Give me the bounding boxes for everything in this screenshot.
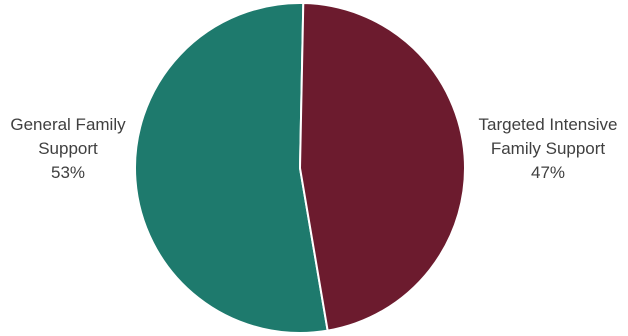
slice-value-label: 53% <box>51 163 85 182</box>
slice-name-line: General Family <box>10 115 126 134</box>
pie-slice-targeted-intensive-family-support <box>298 2 466 332</box>
label-general-family-support: General Family Support 53% <box>10 115 126 182</box>
slice-name-line: Support <box>38 139 98 158</box>
slice-name-line: Family Support <box>491 139 606 158</box>
slice-value-label: 47% <box>531 163 565 182</box>
pie-slice-general-family-support <box>134 2 329 334</box>
label-targeted-intensive-family-support: Targeted Intensive Family Support 47% <box>479 115 618 182</box>
slice-name-line: Targeted Intensive <box>479 115 618 134</box>
